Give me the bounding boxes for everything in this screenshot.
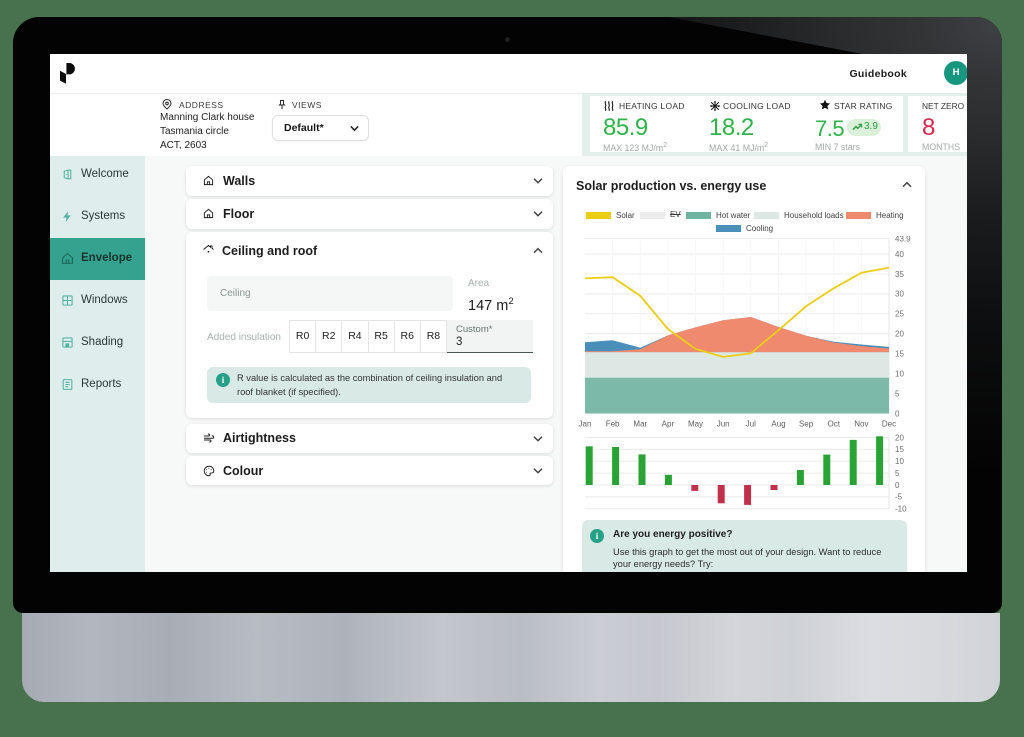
svg-text:10: 10 — [895, 369, 904, 378]
svg-text:Aug: Aug — [771, 420, 785, 429]
svg-text:Apr: Apr — [662, 420, 675, 429]
svg-text:35: 35 — [895, 270, 904, 279]
svg-text:Feb: Feb — [606, 420, 620, 429]
svg-text:0: 0 — [895, 409, 900, 418]
svg-text:10: 10 — [895, 457, 904, 466]
svg-text:15: 15 — [895, 350, 904, 359]
svg-text:5: 5 — [895, 389, 900, 398]
svg-text:25: 25 — [895, 310, 904, 319]
svg-text:40: 40 — [895, 250, 904, 259]
svg-text:30: 30 — [895, 290, 904, 299]
svg-text:20: 20 — [895, 330, 904, 339]
svg-text:43.9: 43.9 — [895, 236, 911, 243]
svg-text:Oct: Oct — [827, 420, 840, 429]
svg-text:May: May — [688, 420, 703, 429]
svg-text:Jun: Jun — [717, 420, 730, 429]
svg-text:0: 0 — [895, 481, 900, 490]
svg-text:Jul: Jul — [746, 420, 756, 429]
svg-text:-5: -5 — [895, 493, 903, 502]
svg-text:20: 20 — [895, 433, 904, 442]
svg-text:-10: -10 — [895, 505, 907, 512]
svg-text:15: 15 — [895, 445, 904, 454]
svg-text:Nov: Nov — [854, 420, 868, 429]
svg-text:5: 5 — [895, 469, 900, 478]
svg-text:Jan: Jan — [579, 420, 592, 429]
svg-text:Mar: Mar — [633, 420, 647, 429]
svg-text:Sep: Sep — [799, 420, 814, 429]
svg-text:Dec: Dec — [882, 420, 896, 429]
